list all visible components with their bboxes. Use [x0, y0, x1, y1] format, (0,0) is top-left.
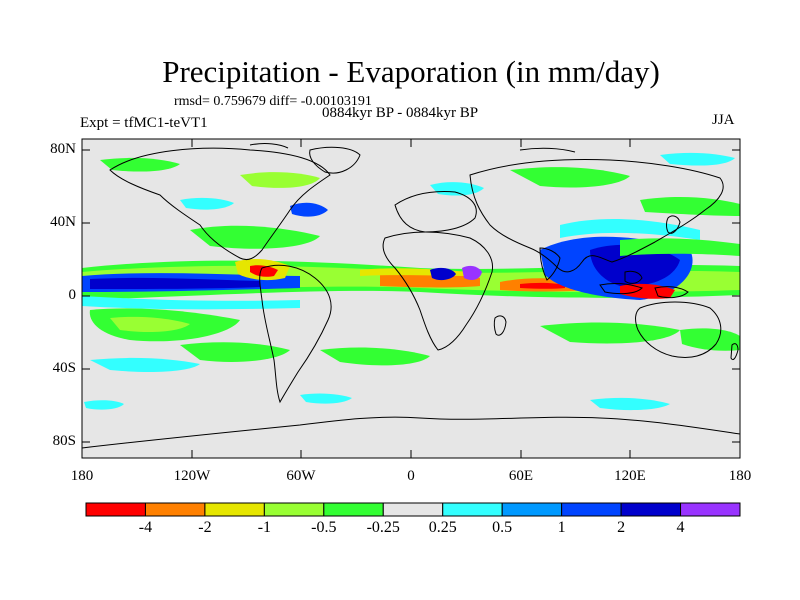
south-pacific-yg-1 [110, 316, 190, 332]
colorbar-segment-1 [144, 502, 206, 517]
x-axis-ticks [81, 139, 741, 458]
colorbar-label-4: -0.25 [366, 519, 400, 536]
caribbean-red [250, 265, 278, 277]
southern-cyan-2 [590, 397, 670, 411]
y-axis-ticks [82, 149, 740, 443]
colorbar-segment-8 [561, 502, 622, 517]
greenland-coast [309, 146, 361, 174]
new-guinea-coast [654, 286, 689, 299]
southern-cyan-1 [90, 357, 200, 372]
x-label-180w: 180 [70, 468, 94, 484]
europe-coast [394, 191, 477, 233]
arctic-cyan [660, 152, 735, 166]
indian-red [520, 282, 565, 289]
maritime-deepblue [590, 244, 680, 287]
indonesia-coast [599, 283, 643, 295]
colorbar-segment-9 [620, 502, 682, 517]
africa-blue [462, 265, 482, 280]
africa-coast [382, 231, 494, 351]
borneo-coast [624, 270, 643, 284]
india-coast [539, 247, 561, 281]
colorbar-label-6: 0.5 [492, 519, 513, 536]
itcz-band-cyan [82, 296, 300, 310]
arctic-islands-coast [249, 143, 576, 153]
x-label-120e: 120E [614, 468, 646, 484]
southern-cyan-4 [84, 400, 124, 410]
season-label: JJA [712, 112, 735, 128]
eurasia-green [510, 167, 630, 188]
x-label-60w: 60W [286, 468, 316, 484]
x-label-0: 0 [407, 468, 415, 484]
atlantic-orange [380, 272, 480, 288]
colorbar-segment-10 [680, 502, 741, 517]
period-label: 0884kyr BP - 0884kyr BP [322, 105, 479, 121]
colorbar-segment-2 [204, 502, 265, 517]
japan-coast [666, 215, 681, 234]
colorbar-label-3: -0.5 [311, 519, 337, 536]
colorbar [85, 502, 741, 517]
experiment-label: Expt = tfMC1-teVT1 [80, 115, 208, 131]
wpacific-red [620, 283, 675, 299]
y-label-0: 0 [68, 287, 77, 303]
colorbar-segment-7 [501, 502, 563, 517]
colorbar-label-9: 4 [676, 519, 685, 536]
colorbar-label-5: 0.25 [428, 519, 457, 536]
north-atlantic-green [190, 225, 320, 249]
south-atlantic-green [320, 347, 430, 366]
tasman-green [680, 328, 740, 351]
asia-coast [469, 159, 724, 273]
y-label-40n: 40N [50, 214, 76, 230]
y-label-80n: 80N [50, 141, 76, 157]
north-america-green [240, 172, 320, 188]
arctic-green [100, 157, 180, 172]
plot-title: Precipitation - Evaporation (in mm/day) [162, 54, 660, 89]
coastlines [81, 143, 741, 449]
x-label-60e: 60E [508, 468, 534, 484]
colorbar-label-7: 1 [557, 519, 566, 536]
x-label-120w: 120W [173, 468, 211, 484]
antarctica-coast [81, 416, 741, 449]
south-indian-green [540, 322, 680, 344]
colorbar-label-2: -1 [257, 519, 272, 536]
y-label-40s: 40S [52, 360, 76, 376]
x-label-180e: 180 [728, 468, 752, 484]
colorbar-segment-6 [442, 502, 503, 517]
north-atlantic-blue [290, 202, 328, 217]
north-america-coast [109, 147, 331, 261]
madagascar-coast [493, 315, 507, 336]
new-zealand-coast [730, 343, 739, 361]
itcz-band-deepblue [90, 277, 260, 289]
australia-coast [635, 301, 722, 358]
colorbar-label-8: 2 [617, 519, 626, 536]
stats-line: rmsd= 0.759679 diff= -0.00103191 [174, 94, 372, 109]
colorbar-segment-3 [263, 502, 325, 517]
north-pacific-cyan [180, 197, 234, 210]
colorbar-segment-4 [323, 502, 384, 517]
eurasia-cyan [430, 182, 484, 196]
pe-field [82, 152, 740, 411]
east-atlantic-blue [430, 267, 456, 281]
south-pacific-green-2 [180, 342, 290, 362]
colorbar-segment-5 [382, 502, 444, 517]
maritime-cyan [560, 218, 700, 240]
colorbar-segment-0 [85, 502, 146, 517]
colorbar-label-1: -2 [198, 519, 212, 536]
south-america-coast [259, 264, 332, 404]
colorbar-label-0: -4 [138, 519, 153, 536]
pacific-north-green [620, 238, 740, 256]
y-label-80s: 80S [52, 433, 76, 449]
southern-cyan-3 [300, 393, 352, 404]
